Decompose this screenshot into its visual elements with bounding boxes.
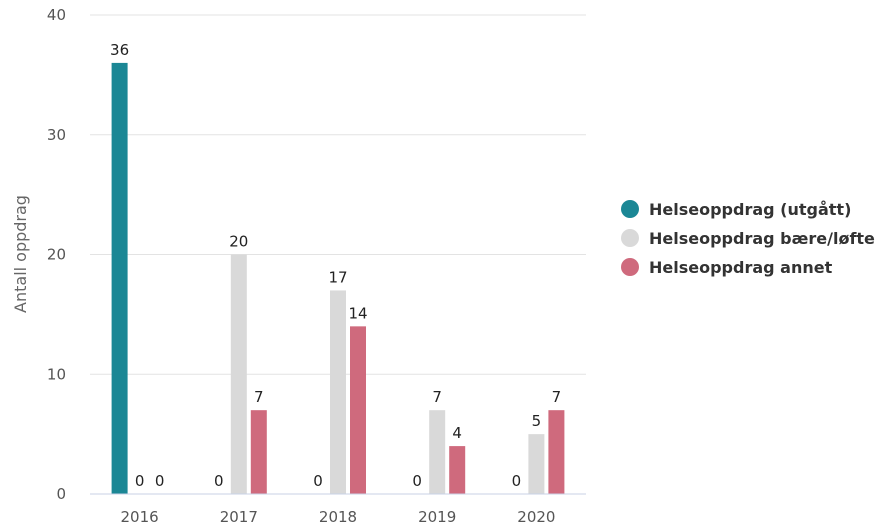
y-tick-label: 0 [56, 485, 66, 503]
bar-layer [111, 62, 565, 495]
y-tick-label: 10 [47, 365, 66, 383]
data-label: 0 [135, 472, 145, 490]
bar-2018-series-2 [330, 290, 346, 494]
data-label: 0 [214, 472, 224, 490]
bar-2020-series-3 [548, 410, 565, 494]
data-label: 0 [512, 472, 522, 490]
y-tick-label: 40 [47, 6, 66, 24]
bar-2018-series-3 [350, 326, 366, 494]
bar-2017-series-2 [230, 254, 247, 494]
data-label: 17 [328, 268, 347, 286]
data-label: 7 [254, 388, 264, 406]
bar-2019-series-2 [429, 410, 446, 494]
legend-marker [621, 229, 639, 247]
y-tick-label: 20 [47, 246, 66, 264]
data-label: 0 [155, 472, 165, 490]
legend-marker [621, 258, 639, 276]
data-label: 14 [348, 304, 367, 322]
y-axis-title: Antall oppdrag [11, 195, 30, 313]
x-tick-label: 2020 [517, 508, 555, 526]
x-tick-label: 2017 [220, 508, 258, 526]
data-label: 4 [452, 424, 462, 442]
bar-2016-series-1 [111, 62, 128, 495]
legend-label: Helseoppdrag annet [649, 258, 833, 277]
data-label: 20 [229, 233, 248, 251]
data-label: 36 [110, 41, 129, 59]
y-tick-label: 30 [47, 126, 66, 144]
data-label: 0 [313, 472, 323, 490]
legend-label: Helseoppdrag (utgått) [649, 200, 851, 219]
bar-2020-series-2 [528, 434, 545, 494]
x-tick-label: 2016 [121, 508, 159, 526]
data-label: 0 [412, 472, 422, 490]
data-label: 7 [432, 388, 442, 406]
data-label: 7 [552, 388, 562, 406]
legend: Helseoppdrag (utgått) Helseoppdrag bære/l… [621, 200, 875, 277]
x-tick-label: 2018 [319, 508, 357, 526]
data-label: 5 [532, 412, 542, 430]
legend-label: Helseoppdrag bære/løfte [649, 229, 875, 248]
x-tick-label: 2019 [418, 508, 456, 526]
legend-marker [621, 200, 639, 218]
bar-2019-series-3 [449, 446, 466, 494]
bar-2017-series-3 [250, 410, 267, 494]
